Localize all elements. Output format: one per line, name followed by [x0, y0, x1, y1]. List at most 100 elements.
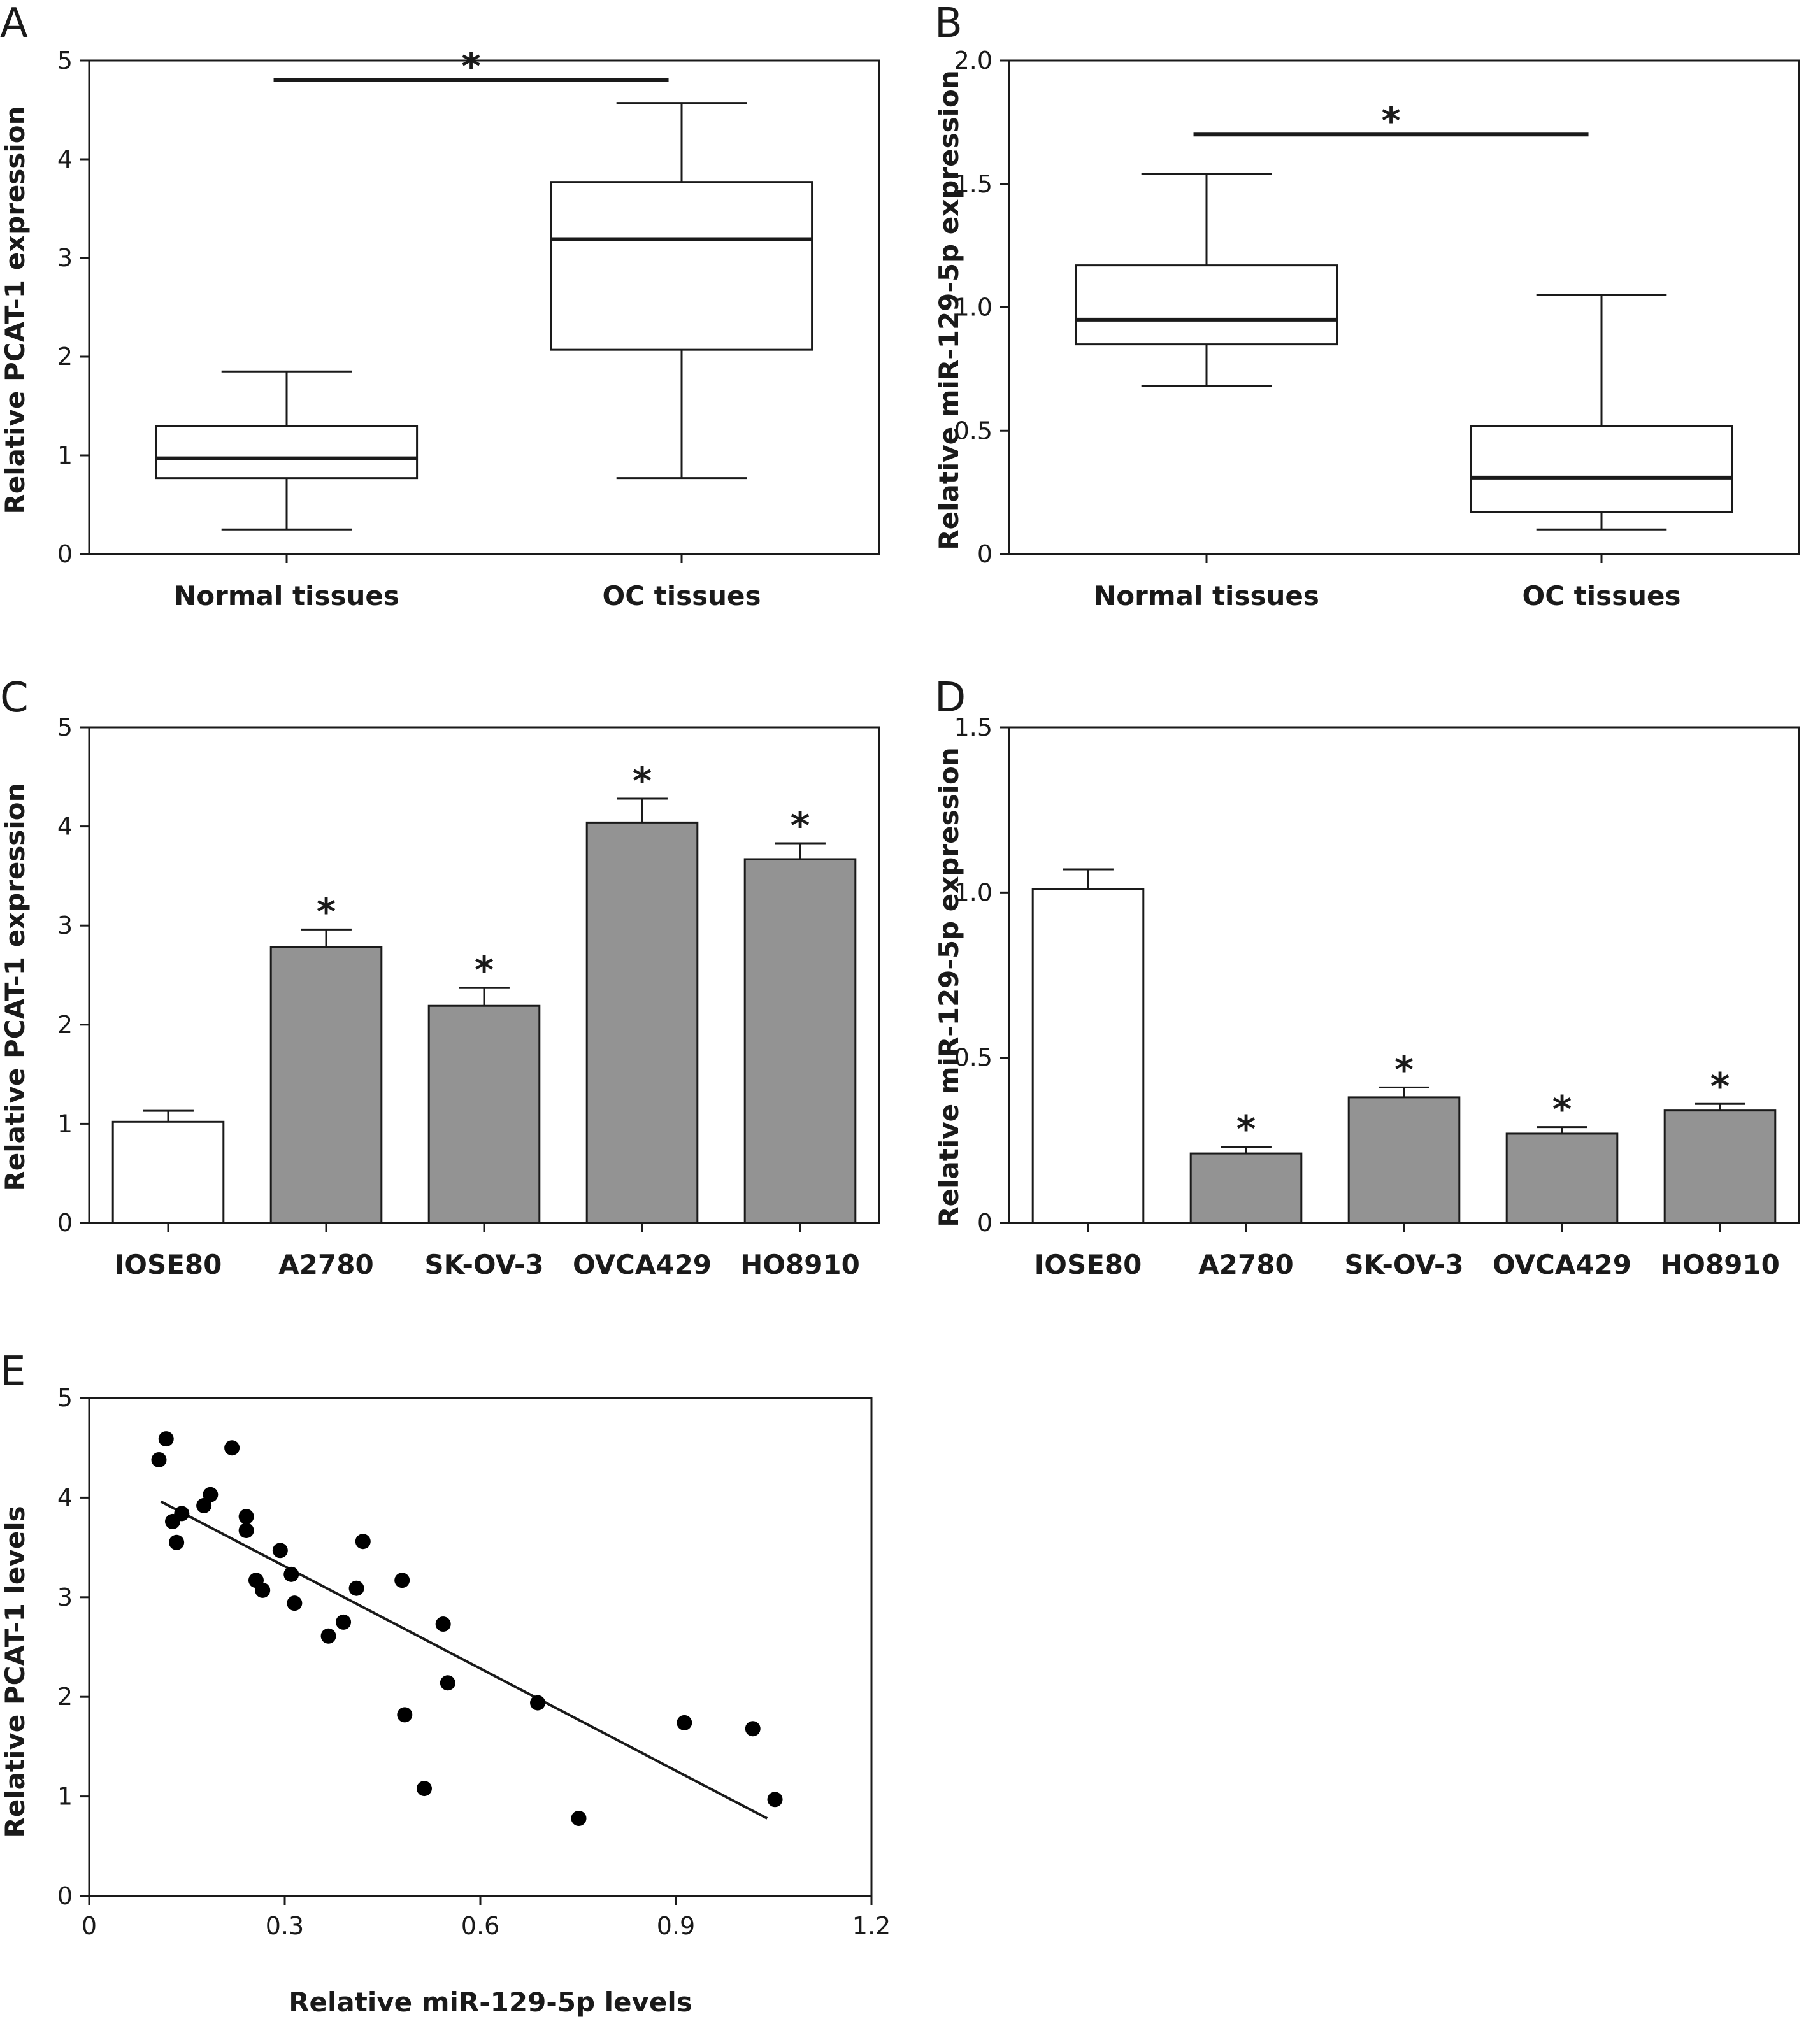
- panel-b-ytick-label: 1.0: [954, 294, 992, 322]
- panel-e-fit-line: [160, 1500, 768, 1820]
- panel-d-significance-star: *: [1710, 1064, 1730, 1108]
- panel-letter-d: D: [935, 674, 966, 722]
- panel-e-data-point: [169, 1534, 185, 1550]
- panel-b-ytick-label: 0.5: [954, 417, 992, 445]
- panel-e-xtick-label: 0.6: [461, 1912, 499, 1940]
- panel-e-data-point: [320, 1628, 336, 1644]
- panel-d-bar: [1189, 1152, 1303, 1224]
- panel-c-ytick-label: 4: [57, 813, 73, 841]
- panel-e-ytick-label: 3: [57, 1583, 73, 1611]
- panel-c-ytick-label: 0: [57, 1209, 73, 1237]
- panel-e-data-point: [336, 1614, 352, 1630]
- panel-a-boxplot: 0 1 2 3 4 5 Normal tissues OC tissues *: [57, 45, 880, 611]
- panel-c-ylabel: Relative PCAT-1 expression: [0, 783, 31, 1191]
- panel-e-data-point: [348, 1580, 364, 1596]
- panel-b-boxplot: 0 0.5 1.0 1.5 2.0 Normal tissues OC tissues *: [954, 46, 1800, 611]
- panel-d-category-label: SK-OV-3: [1344, 1249, 1463, 1280]
- panel-e-axes-frame: [88, 1397, 873, 1897]
- panel-d-bar: [1031, 888, 1145, 1224]
- panel-e-xtick-label: 0: [82, 1912, 97, 1940]
- panel-c-bar: [111, 1120, 225, 1224]
- panel-letter-c: C: [0, 674, 29, 722]
- panel-d-category-label: HO8910: [1660, 1249, 1780, 1280]
- panel-e-data-point: [355, 1534, 371, 1550]
- panel-e-data-point: [416, 1781, 432, 1797]
- panel-e-xlabel: Relative miR-129-5p levels: [289, 1987, 692, 2018]
- panel-c-category-label: OVCA429: [573, 1249, 712, 1280]
- panel-c-bar: [427, 1004, 541, 1224]
- panel-b-ylabel: Relative miR-129-5p expression: [933, 70, 964, 550]
- panel-a-box: [550, 181, 813, 351]
- panel-d-category-label: IOSE80: [1035, 1249, 1142, 1280]
- panel-e-data-point: [677, 1715, 692, 1730]
- panel-a-significance-star: *: [461, 45, 480, 88]
- panel-b-box: [1075, 264, 1338, 346]
- panel-e-data-point: [238, 1523, 254, 1539]
- panel-e-data-point: [767, 1792, 783, 1808]
- panel-e-data-point: [224, 1440, 240, 1456]
- panel-e-xtick-label: 0.3: [266, 1912, 304, 1940]
- panel-e-data-point: [397, 1707, 413, 1723]
- panel-e-data-point: [158, 1431, 174, 1447]
- panel-a-ylabel: Relative PCAT-1 expression: [0, 106, 31, 514]
- panel-b-category-label: Normal tissues: [1094, 580, 1319, 611]
- panel-c-significance-star: *: [475, 948, 494, 992]
- panel-d-ytick-label: 1.0: [954, 878, 992, 906]
- panel-a-ytick-label: 3: [57, 244, 73, 272]
- panel-b-significance-star: *: [1381, 99, 1400, 142]
- panel-c-category-label: A2780: [278, 1249, 373, 1280]
- panel-d-barchart: 0 0.5 1.0 1.5 IOSE80 A2780 * SK-OV-3 * OVCA429 * HO…: [954, 713, 1800, 1280]
- panel-b-ytick-label: 0: [977, 540, 992, 568]
- panel-a-category-label: OC tissues: [602, 580, 761, 611]
- panel-d-bar: [1347, 1096, 1461, 1224]
- panel-c-category-label: SK-OV-3: [424, 1249, 543, 1280]
- panel-e-data-point: [571, 1811, 587, 1827]
- panel-a-ytick-label: 4: [57, 145, 73, 173]
- panel-e-data-point: [151, 1452, 167, 1467]
- panel-e-ytick-label: 1: [57, 1783, 73, 1811]
- panel-a-ytick-label: 5: [57, 46, 73, 75]
- panel-e-data-point: [394, 1573, 410, 1588]
- panel-a-box: [155, 425, 419, 480]
- panel-e-xtick-label: 1.2: [852, 1912, 891, 1940]
- panel-c-ytick-label: 2: [57, 1011, 73, 1039]
- panel-d-ytick-label: 0.5: [954, 1044, 992, 1072]
- panel-a-category-label: Normal tissues: [174, 580, 399, 611]
- panel-b-ytick-label: 2.0: [954, 46, 992, 75]
- panel-a-ytick-label: 2: [57, 343, 73, 371]
- panel-c-ytick-label: 5: [57, 713, 73, 741]
- panel-c-bar: [269, 946, 383, 1224]
- panel-letter-e: E: [0, 1348, 25, 1395]
- panel-c-bar: [743, 858, 857, 1224]
- panel-d-bar: [1663, 1109, 1777, 1224]
- panel-c-significance-star: *: [317, 890, 336, 933]
- panel-d-ytick-label: 0: [977, 1209, 992, 1237]
- panel-letter-a: A: [0, 0, 28, 47]
- panel-c-bar: [585, 821, 699, 1224]
- panel-b-ytick-label: 1.5: [954, 170, 992, 198]
- panel-e-data-point: [238, 1509, 254, 1525]
- panel-d-significance-star: *: [1552, 1088, 1572, 1131]
- panel-c-category-label: HO8910: [740, 1249, 860, 1280]
- panel-e-ytick-label: 4: [57, 1483, 73, 1511]
- panel-e-data-point: [440, 1675, 455, 1691]
- panel-e-data-point: [174, 1506, 190, 1522]
- panel-e-ylabel: Relative PCAT-1 levels: [0, 1506, 31, 1837]
- panel-e-scatter: 0 1 2 3 4 5 0 0.3 0.6 0.9 1.2: [57, 1384, 891, 1940]
- panel-d-significance-star: *: [1236, 1108, 1256, 1151]
- panel-a-axes-frame: [88, 59, 880, 555]
- panel-a-ytick-label: 0: [57, 540, 73, 568]
- panel-e-data-point: [530, 1695, 546, 1711]
- panel-c-barchart: 0 1 2 3 4 5 IOSE80 A2780 * SK-OV-3 * OVCA429 * HO8910…: [57, 713, 880, 1280]
- panel-c-ytick-label: 3: [57, 911, 73, 939]
- panel-e-ytick-label: 5: [57, 1384, 73, 1412]
- panel-e-data-point: [435, 1616, 451, 1632]
- panel-e-data-point: [287, 1595, 303, 1611]
- panel-d-category-label: OVCA429: [1493, 1249, 1631, 1280]
- panel-e-data-point: [203, 1487, 219, 1502]
- panel-e-data-point: [745, 1721, 761, 1737]
- panel-c-significance-star: *: [791, 804, 810, 847]
- panel-c-ytick-label: 1: [57, 1109, 73, 1138]
- panel-e-ytick-label: 0: [57, 1882, 73, 1910]
